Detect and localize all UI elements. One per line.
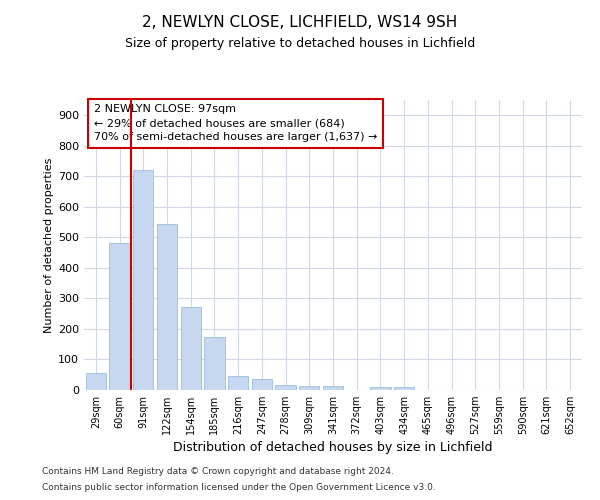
Y-axis label: Number of detached properties: Number of detached properties [44, 158, 54, 332]
Bar [109, 243, 130, 390]
X-axis label: Distribution of detached houses by size in Lichfield: Distribution of detached houses by size … [173, 442, 493, 454]
Bar [394, 388, 414, 390]
Text: Contains public sector information licensed under the Open Government Licence v3: Contains public sector information licen… [42, 484, 436, 492]
Bar [157, 224, 177, 390]
Bar [252, 380, 272, 390]
Bar [133, 170, 154, 390]
Bar [323, 386, 343, 390]
Bar [205, 338, 224, 390]
Bar [275, 384, 296, 390]
Bar [370, 388, 391, 390]
Text: Contains HM Land Registry data © Crown copyright and database right 2024.: Contains HM Land Registry data © Crown c… [42, 467, 394, 476]
Bar [86, 372, 106, 390]
Text: 2, NEWLYN CLOSE, LICHFIELD, WS14 9SH: 2, NEWLYN CLOSE, LICHFIELD, WS14 9SH [142, 15, 458, 30]
Text: 2 NEWLYN CLOSE: 97sqm
← 29% of detached houses are smaller (684)
70% of semi-det: 2 NEWLYN CLOSE: 97sqm ← 29% of detached … [94, 104, 377, 142]
Bar [299, 386, 319, 390]
Text: Size of property relative to detached houses in Lichfield: Size of property relative to detached ho… [125, 38, 475, 51]
Bar [228, 376, 248, 390]
Bar [181, 307, 201, 390]
